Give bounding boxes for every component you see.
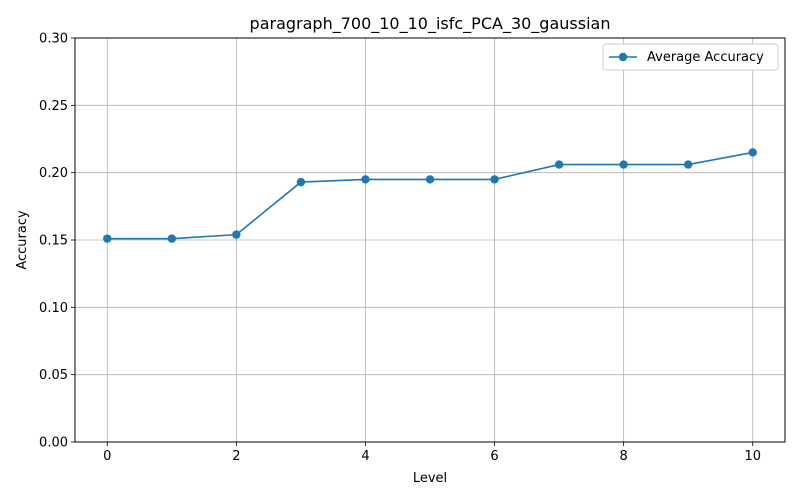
data-point — [167, 234, 177, 243]
data-point — [425, 175, 435, 184]
data-point — [361, 175, 370, 184]
data-point — [103, 234, 112, 243]
data-point — [619, 160, 628, 169]
legend-marker-sample — [618, 52, 628, 62]
legend: Average Accuracy — [602, 43, 779, 71]
y-tick-label: 0.10 — [39, 301, 68, 316]
y-tick-label: 0.05 — [39, 368, 68, 383]
x-axis-label: Level — [413, 471, 447, 486]
series-layer — [103, 148, 757, 243]
x-tick-label: 0 — [103, 449, 111, 464]
data-point — [683, 160, 693, 169]
chart-title: paragraph_700_10_10_isfc_PCA_30_gaussian — [250, 14, 611, 34]
x-tick-label: 8 — [619, 449, 627, 464]
data-point — [490, 175, 499, 184]
x-tick-label: 10 — [744, 449, 761, 464]
y-axis: 0.00 0.05 0.10 0.15 0.20 0.25 0.30 — [39, 32, 75, 451]
legend-box — [602, 43, 779, 71]
y-tick-label: 0.15 — [39, 234, 68, 249]
x-axis: 0 2 4 6 8 10 — [103, 442, 761, 464]
y-tick-label: 0.25 — [39, 99, 68, 114]
y-tick-label: 0.20 — [39, 166, 68, 181]
x-tick-label: 4 — [361, 449, 369, 464]
data-point — [554, 160, 564, 169]
legend-label: Average Accuracy — [647, 50, 764, 65]
data-point — [748, 148, 757, 157]
data-point — [296, 177, 306, 187]
x-tick-label: 6 — [490, 449, 498, 464]
y-tick-label: 0.30 — [39, 32, 68, 47]
x-tick-label: 2 — [232, 449, 240, 464]
y-tick-label: 0.00 — [39, 436, 68, 451]
data-point — [232, 230, 241, 239]
y-axis-label: Accuracy — [15, 210, 30, 270]
